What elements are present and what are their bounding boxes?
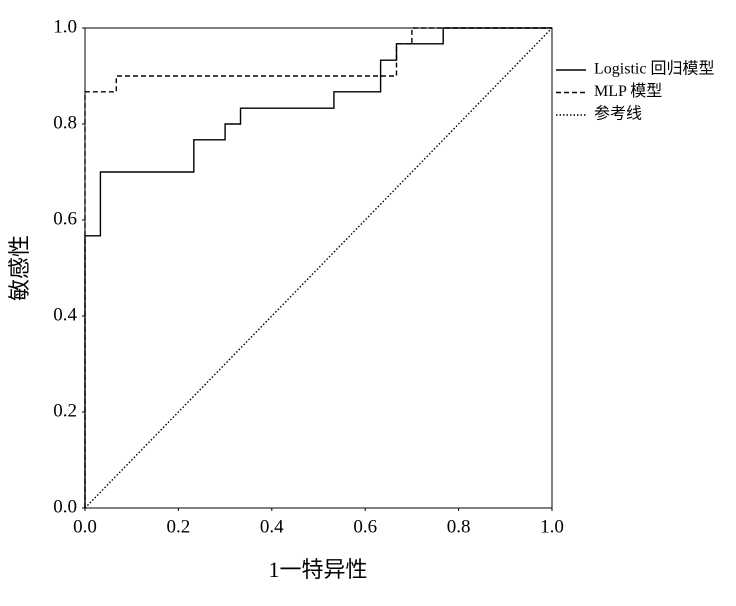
roc-line bbox=[84, 27, 553, 509]
y-tick-label: 1.0 bbox=[53, 16, 77, 37]
x-tick-label: 0.2 bbox=[167, 516, 191, 537]
x-tick-label: 0.6 bbox=[353, 516, 377, 537]
x-axis-label: 1一特异性 bbox=[268, 557, 367, 582]
y-tick-label: 0.6 bbox=[53, 208, 77, 229]
y-tick-label: 0.2 bbox=[53, 400, 77, 421]
x-tick-label: 0.4 bbox=[260, 516, 284, 537]
legend-label: 参考线 bbox=[594, 105, 642, 123]
y-tick-label: 0.8 bbox=[53, 112, 77, 133]
y-axis-label: 敏感性 bbox=[7, 235, 32, 301]
x-tick-label: 0.8 bbox=[447, 516, 471, 537]
roc-line bbox=[84, 27, 552, 508]
plot-frame bbox=[84, 27, 553, 509]
legend-label: Logistic 回归模型 bbox=[594, 60, 714, 78]
legend-label: MLP 模型 bbox=[594, 82, 662, 100]
x-tick-label: 1.0 bbox=[540, 516, 564, 537]
y-tick-label: 0.0 bbox=[53, 496, 77, 517]
x-tick-label: 0.0 bbox=[73, 516, 97, 537]
y-tick-label: 0.4 bbox=[53, 304, 77, 325]
roc-line bbox=[84, 27, 552, 508]
